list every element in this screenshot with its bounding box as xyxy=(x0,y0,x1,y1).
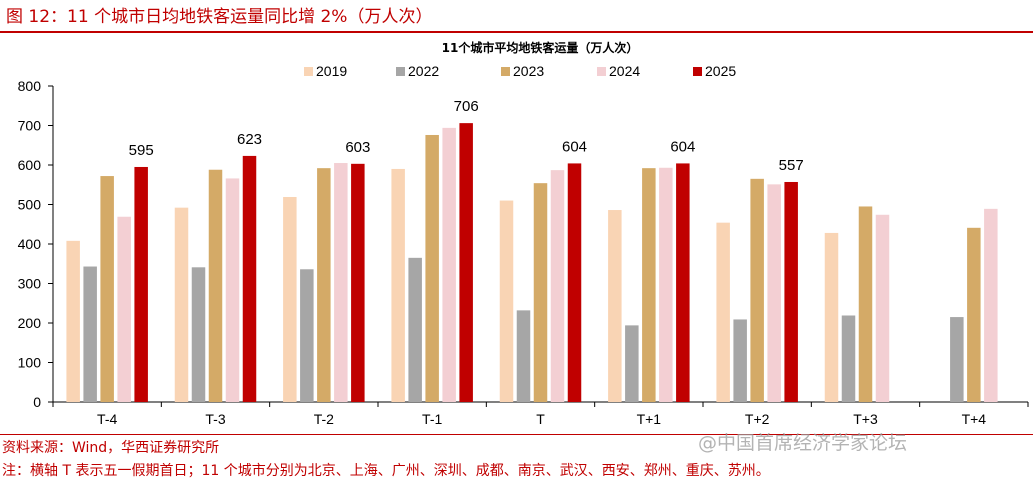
bar-2024-T-2 xyxy=(334,163,348,402)
y-tick-label: 500 xyxy=(18,197,42,213)
x-tick-label: T-1 xyxy=(422,411,442,427)
y-tick-label: 700 xyxy=(18,118,42,134)
bottom-divider xyxy=(0,434,1033,435)
footnote: 注：横轴 T 表示五一假期首日；11 个城市分别为北京、上海、广州、深圳、成都、… xyxy=(2,463,770,479)
bar-2025-T xyxy=(567,163,582,402)
bar-chart: 11个城市平均地铁客运量（万人次） 2019 2022 2023 2024 2025 0… xyxy=(18,40,1029,427)
bar-2022-T xyxy=(516,310,531,402)
bar-2024-T xyxy=(550,170,565,402)
data-label-T-1: 706 xyxy=(454,98,479,115)
y-tick-label: 800 xyxy=(18,78,42,94)
bar-2023-T+3 xyxy=(858,206,873,402)
bar-2023-T-2 xyxy=(317,168,331,402)
legend-label: 2019 xyxy=(316,63,347,79)
bar-2022-T-1 xyxy=(408,257,422,402)
bar-2025-T-1 xyxy=(459,123,473,402)
y-tick-label: 0 xyxy=(33,394,41,410)
data-labels: 595 623 603 706 604 604 557 xyxy=(129,98,804,174)
x-axis: T-4 T-3 T-2 T-1 T T+1 T+2 T+3 T+4 xyxy=(52,401,1029,427)
bar-2019-T-2 xyxy=(283,196,297,402)
data-label-T+1: 604 xyxy=(670,138,695,155)
y-tick-label: 200 xyxy=(18,315,42,331)
bar-2023-T-3 xyxy=(208,169,223,402)
bar-2022-T+3 xyxy=(841,315,856,402)
bar-2019-T+3 xyxy=(824,232,839,402)
bar-2019-T xyxy=(499,200,514,402)
bar-2019-T+1 xyxy=(608,210,622,402)
x-tick-label: T+3 xyxy=(853,411,878,427)
chart-legend: 2019 2022 2023 2024 2025 xyxy=(304,63,736,79)
x-tick-label: T xyxy=(536,411,545,427)
bar-2022-T+2 xyxy=(733,319,747,402)
bar-2022-T+4 xyxy=(950,317,964,402)
bar-2019-T-4 xyxy=(66,240,80,402)
x-tick-label: T-4 xyxy=(97,411,117,427)
bar-2022-T-2 xyxy=(300,269,314,402)
legend-label: 2022 xyxy=(408,63,439,79)
bar-2024-T+2 xyxy=(767,184,781,402)
data-label-T-3: 623 xyxy=(237,131,262,148)
legend-label: 2023 xyxy=(513,63,544,79)
bar-2023-T+4 xyxy=(967,227,981,402)
data-label-T-4: 595 xyxy=(129,142,154,159)
bar-2024-T-1 xyxy=(442,127,456,403)
y-axis: 0 100 200 300 400 500 600 700 800 xyxy=(18,78,54,410)
source-note: 资料来源：Wind，华西证券研究所 xyxy=(2,440,220,456)
y-tick-label: 100 xyxy=(18,355,42,371)
legend-label: 2024 xyxy=(609,63,640,79)
figure-title: 图 12：11 个城市日均地铁客运量同比增 2%（万人次） xyxy=(6,7,433,27)
bar-2024-T+3 xyxy=(875,214,890,402)
bar-2023-T-1 xyxy=(425,134,439,402)
bar-2022-T-3 xyxy=(191,267,206,402)
x-tick-label: T-2 xyxy=(314,411,334,427)
x-tick-label: T+4 xyxy=(962,411,987,427)
chart-title: 11个城市平均地铁客运量（万人次） xyxy=(442,40,639,55)
bar-2024-T+1 xyxy=(659,167,673,402)
legend-swatch-2024 xyxy=(597,67,606,76)
x-tick-label: T-3 xyxy=(205,411,225,427)
legend-swatch-2025 xyxy=(693,67,702,76)
legend-label: 2025 xyxy=(705,63,736,79)
bar-2024-T-4 xyxy=(117,216,131,402)
bar-2025-T-3 xyxy=(242,155,257,402)
bar-2023-T xyxy=(533,183,548,402)
x-tick-label: T+1 xyxy=(637,411,662,427)
bar-2025-T+1 xyxy=(676,163,690,402)
bar-2019-T-1 xyxy=(391,168,405,402)
bar-2024-T+4 xyxy=(984,208,998,402)
data-label-T: 604 xyxy=(562,138,587,155)
bar-2019-T-3 xyxy=(174,207,189,402)
legend-swatch-2022 xyxy=(396,67,405,76)
x-tick-label: T+2 xyxy=(745,411,770,427)
watermark: @中国首席经济学家论坛 xyxy=(698,432,908,454)
bar-2023-T+2 xyxy=(750,178,764,402)
bar-2025-T+2 xyxy=(784,181,798,402)
y-tick-label: 300 xyxy=(18,276,42,292)
bar-2022-T-4 xyxy=(83,266,97,402)
legend-swatch-2023 xyxy=(501,67,510,76)
bar-2019-T+2 xyxy=(716,222,730,402)
data-label-T-2: 603 xyxy=(345,139,370,156)
bar-2024-T-3 xyxy=(225,178,240,402)
bar-2022-T+1 xyxy=(625,325,639,402)
y-tick-label: 600 xyxy=(18,157,42,173)
top-divider xyxy=(0,31,1033,33)
bar-2023-T-4 xyxy=(100,176,114,402)
data-label-T+2: 557 xyxy=(779,157,804,174)
bar-2025-T-2 xyxy=(351,163,365,402)
bar-2023-T+1 xyxy=(642,168,656,402)
legend-swatch-2019 xyxy=(304,67,313,76)
bar-2025-T-4 xyxy=(134,166,148,402)
y-tick-label: 400 xyxy=(18,236,42,252)
bars xyxy=(66,123,998,403)
